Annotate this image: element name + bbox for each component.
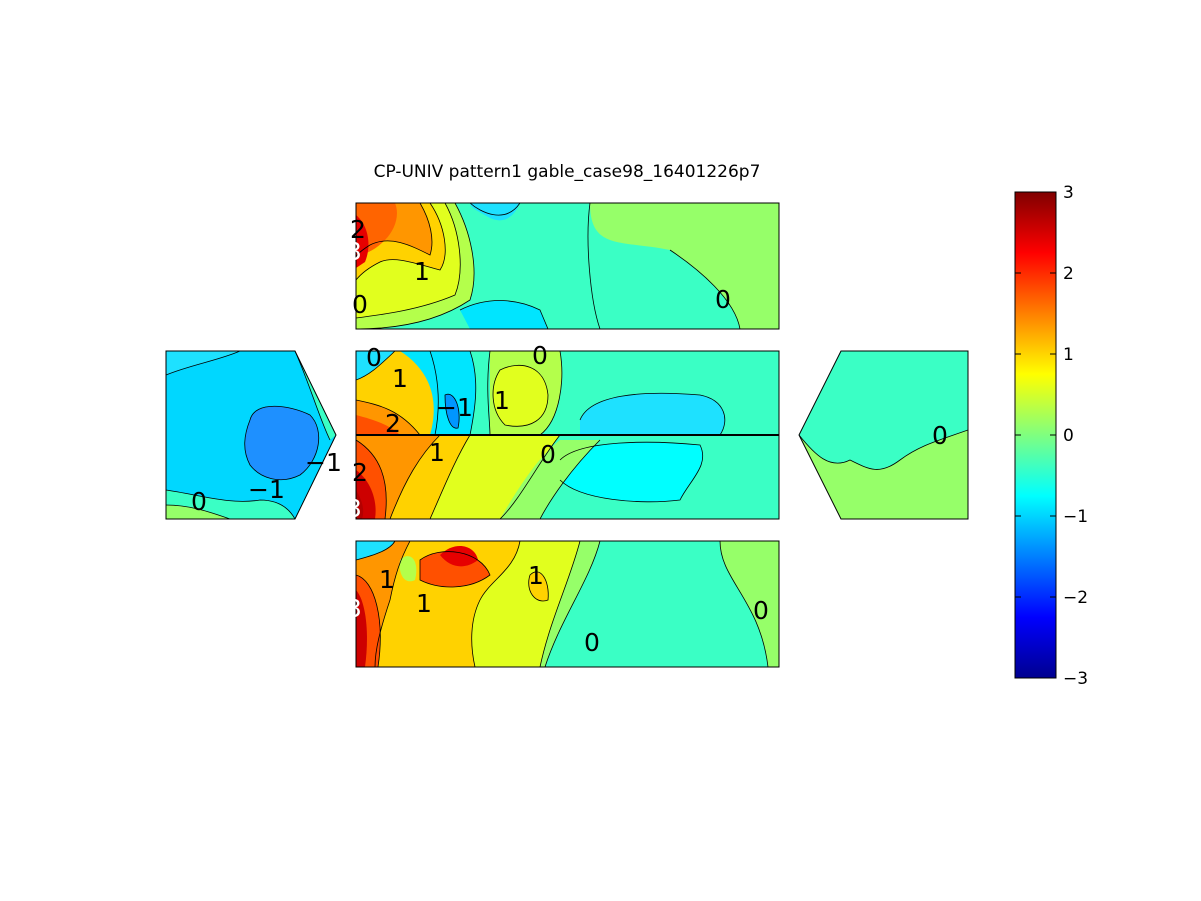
contour-label: 0	[366, 343, 382, 372]
contour-labels-right-gable: 0	[932, 421, 948, 450]
colorbar-tick-label: 2	[1063, 264, 1074, 284]
contour-labels-roof-upper: 0 1 −1 1 0 2	[366, 341, 548, 438]
colorbar-tick-label: 0	[1063, 426, 1074, 446]
contour-label: 1	[528, 561, 544, 590]
contour-label: 1	[392, 364, 408, 393]
colorbar-tick-label: 3	[1063, 183, 1074, 203]
contour-label: 1	[379, 565, 395, 594]
contour-label: 3	[346, 494, 362, 523]
contour-label: −1	[305, 448, 342, 477]
colorbar-gradient	[1014, 191, 1057, 679]
contour-labels-roof-lower: 1 0 2 3	[346, 438, 556, 523]
contour-label: 0	[715, 285, 731, 314]
contour-labels-bottom-wall: 1 1 3 1 0 0	[346, 561, 769, 657]
contour-label: 0	[540, 440, 556, 469]
panel-left-gable	[166, 351, 336, 519]
colorbar-ticks: 3 2 1 0 −1 −2 −3	[1015, 183, 1088, 689]
contour-label: 0	[352, 290, 368, 319]
contour-label: 2	[350, 215, 366, 244]
contour-label: 3	[346, 237, 362, 266]
panel-top-wall-frame	[355, 202, 780, 330]
contour-label: 2	[352, 458, 368, 487]
contour-label: 1	[429, 438, 445, 467]
contour-label: 0	[753, 596, 769, 625]
contour-label: 2	[385, 409, 401, 438]
colorbar: 3 2 1 0 −1 −2 −3	[1014, 183, 1088, 689]
contour-label: 0	[532, 341, 548, 370]
contour-label: −1	[436, 393, 473, 422]
contour-label: −1	[248, 475, 285, 504]
contour-label: 0	[191, 487, 207, 516]
contour-labels-left-gable: −1 −1 0	[191, 448, 342, 516]
panel-bottom-wall-frame	[355, 540, 780, 668]
panel-top-wall	[356, 203, 779, 329]
chart-title: CP-UNIV pattern1 gable_case98_16401226p7	[374, 162, 761, 182]
contour-label: 1	[414, 257, 430, 286]
colorbar-tick-label: −1	[1063, 507, 1088, 527]
colorbar-tick-label: −3	[1063, 669, 1088, 689]
contour-label: 0	[584, 628, 600, 657]
contour-label: 3	[346, 594, 362, 623]
contour-label: 1	[416, 589, 432, 618]
colorbar-tick-label: −2	[1063, 588, 1088, 608]
panel-bottom-wall	[356, 541, 779, 667]
contour-label: 1	[494, 386, 510, 415]
panel-left-gable-frame	[165, 350, 337, 520]
contour-label: 0	[932, 421, 948, 450]
colorbar-tick-label: 1	[1063, 345, 1074, 365]
panel-right-gable-frame	[798, 350, 969, 520]
contour-labels-top-wall: 2 3 1 0 0	[346, 215, 731, 319]
